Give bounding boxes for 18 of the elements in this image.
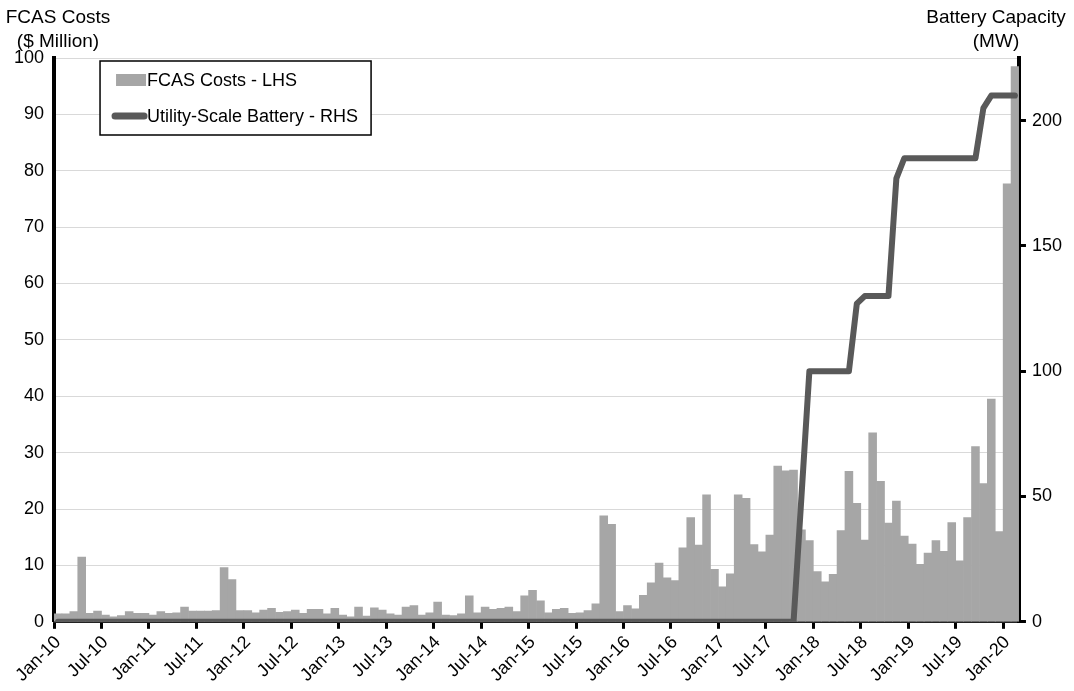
y-tick-label: 90: [24, 103, 45, 124]
y-tick-label: 60: [24, 272, 45, 293]
y2-tick-label: 50: [1031, 485, 1052, 506]
legend-label: FCAS Costs - LHS: [147, 69, 298, 90]
y-tick-label: 80: [24, 159, 45, 180]
y-tick-label: 20: [24, 498, 45, 519]
y2-tick-label: 0: [1031, 610, 1042, 631]
y-tick-label: 50: [24, 328, 45, 349]
y-tick-label: 30: [24, 441, 45, 462]
legend-label: Utility-Scale Battery - RHS: [147, 105, 359, 126]
y2-axis-title: Battery Capacity (MW): [926, 5, 1067, 51]
y2-tick-label: 150: [1031, 234, 1063, 255]
y-tick-label: 0: [34, 610, 45, 631]
y-tick-label: 40: [24, 385, 45, 406]
y-tick-label: 10: [24, 554, 45, 575]
y2-tick-label: 100: [1031, 360, 1063, 381]
y2-tick-label: 200: [1031, 109, 1063, 130]
y-tick-label: 70: [24, 216, 45, 237]
